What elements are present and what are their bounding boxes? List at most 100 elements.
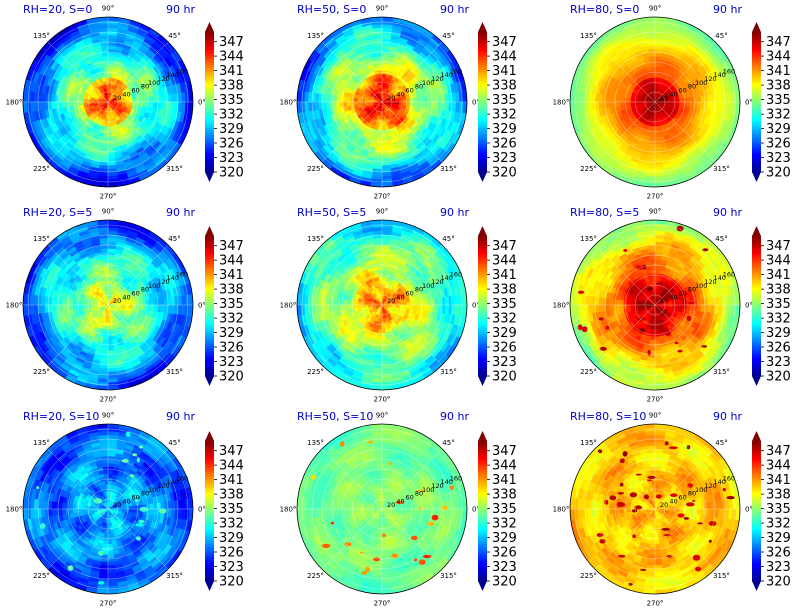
- radial-tick-label: 120: [157, 75, 169, 83]
- colorbar-tick-label: 335: [766, 502, 791, 517]
- colorbar-tick-label: 320: [219, 575, 244, 590]
- angular-tick-label: 180°: [553, 506, 570, 514]
- angular-tick-label: 225°: [307, 165, 324, 173]
- colorbar-tick-label: 326: [219, 137, 244, 152]
- polar-frame: [296, 219, 468, 391]
- colorbar-tick-label: 323: [492, 151, 517, 166]
- angular-tick-label: 315°: [713, 368, 730, 376]
- radial-tick-label: 60: [679, 290, 687, 298]
- radial-tick-label: 40: [669, 497, 677, 505]
- colorbar-tick-label: 326: [766, 137, 791, 152]
- angular-tick-label: 180°: [280, 302, 297, 310]
- panel-title: RH=20, S=0: [23, 3, 92, 16]
- colorbar-tick-label: 326: [492, 546, 517, 561]
- colorbar-tick-label: 320: [219, 166, 244, 181]
- angular-tick-label: 90°: [649, 412, 661, 420]
- radial-tick-label: 80: [141, 286, 149, 294]
- colorbar-tick-label: 323: [219, 355, 244, 370]
- panel-title: RH=80, S=5: [570, 206, 639, 219]
- angular-tick-label: 315°: [166, 572, 183, 580]
- radial-tick-label: 80: [415, 83, 423, 91]
- colorbar-tick-label: 344: [219, 254, 244, 269]
- radial-tick-label: 20: [387, 501, 395, 509]
- colorbar-tick-label: 338: [492, 283, 517, 298]
- angular-tick-label: 180°: [553, 302, 570, 310]
- angular-tick-label: 315°: [713, 165, 730, 173]
- polar-grid: [297, 220, 467, 390]
- colorbar-extend-max: [205, 226, 214, 236]
- angular-tick-label: 180°: [6, 506, 23, 514]
- colorbar-tick-label: 332: [492, 517, 517, 532]
- polar-grid: [23, 220, 193, 390]
- colorbar-tick-label: 326: [219, 546, 244, 561]
- colorbar-extend-min: [205, 172, 214, 182]
- colorbar-tick-label: 344: [492, 254, 517, 269]
- colorbar-extend-max: [752, 226, 761, 236]
- colorbar-tick-label: 332: [492, 108, 517, 123]
- polar-frame: [296, 423, 468, 595]
- polar-frame: [569, 16, 741, 188]
- radial-tick-label: 140: [713, 71, 725, 79]
- colorbar-tick-label: 326: [766, 341, 791, 356]
- angular-tick-label: 90°: [376, 208, 388, 216]
- colorbar-tick-label: 344: [766, 254, 791, 269]
- angular-tick-label: 180°: [553, 99, 570, 107]
- angular-tick-label: 135°: [307, 32, 324, 40]
- radial-tick-label: 20: [387, 297, 395, 305]
- radial-tick-label: 120: [704, 278, 716, 286]
- colorbar-tick-label: 326: [219, 341, 244, 356]
- angular-tick-label: 270°: [647, 600, 664, 608]
- colorbar-tick-label: 320: [766, 575, 791, 590]
- panel-title: RH=50, S=10: [297, 410, 373, 423]
- radial-tick-label: 80: [141, 83, 149, 91]
- colorbar-extend-min: [752, 581, 761, 591]
- radial-tick-label: 120: [431, 75, 443, 83]
- angular-tick-label: 45°: [715, 439, 727, 447]
- colorbar-tick-label: 341: [492, 473, 517, 488]
- panel-time: 90 hr: [166, 410, 195, 423]
- radial-tick-label: 60: [406, 290, 414, 298]
- radial-tick-label: 120: [431, 482, 443, 490]
- angular-tick-label: 0°: [745, 99, 753, 107]
- colorbar-tick-label: 335: [766, 93, 791, 108]
- radial-tick-label: 80: [688, 83, 696, 91]
- radial-tick-label: 100: [422, 486, 434, 494]
- radial-tick-label: 60: [132, 494, 140, 502]
- radial-tick-label: 40: [669, 293, 677, 301]
- radial-tick-label: 20: [113, 297, 121, 305]
- colorbar-tick-label: 341: [219, 473, 244, 488]
- radial-tick-label: 80: [688, 490, 696, 498]
- radial-tick-label: 40: [122, 90, 130, 98]
- colorbar-tick-label: 335: [492, 93, 517, 108]
- colorbar-tick-label: 338: [219, 488, 244, 503]
- colorbar-tick-label: 338: [219, 79, 244, 94]
- colorbar-tick-label: 326: [492, 341, 517, 356]
- angular-tick-label: 45°: [168, 235, 180, 243]
- colorbar-tick-label: 332: [766, 312, 791, 327]
- radial-tick-label: 120: [157, 278, 169, 286]
- angular-tick-label: 0°: [745, 302, 753, 310]
- polar-frame: [22, 423, 194, 595]
- radial-tick-label: 80: [415, 490, 423, 498]
- angular-tick-label: 180°: [280, 506, 297, 514]
- polar-grid: [23, 17, 193, 187]
- radial-tick-label: 140: [713, 274, 725, 282]
- colorbar-tick-label: 341: [766, 268, 791, 283]
- colorbar-tick-label: 323: [219, 560, 244, 575]
- colorbar-tick-label: 341: [766, 64, 791, 79]
- radial-tick-label: 80: [415, 286, 423, 294]
- radial-tick-label: 100: [422, 79, 434, 87]
- radial-tick-label: 20: [113, 501, 121, 509]
- colorbar-tick-label: 332: [219, 108, 244, 123]
- radial-tick-label: 100: [148, 79, 160, 87]
- radial-tick-label: 40: [122, 497, 130, 505]
- angular-tick-label: 45°: [715, 235, 727, 243]
- colorbar-tick-label: 344: [492, 50, 517, 65]
- polar-grid: [570, 424, 740, 594]
- angular-tick-label: 270°: [100, 396, 117, 404]
